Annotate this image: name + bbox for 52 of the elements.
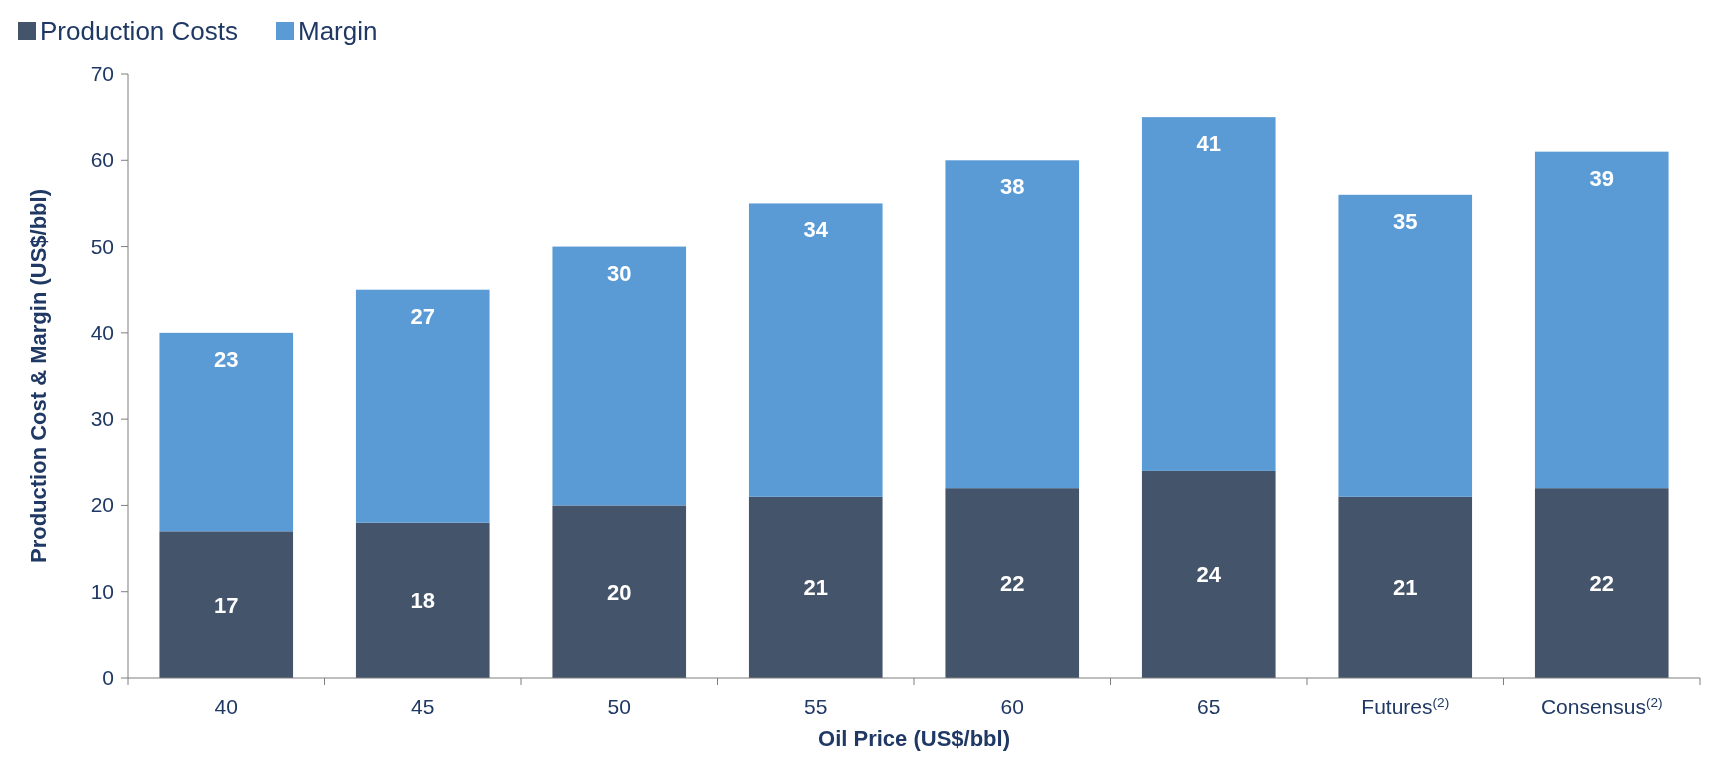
x-tick-label: 65 — [1197, 695, 1221, 718]
bar — [1338, 194, 1473, 497]
bar — [159, 531, 294, 678]
bar — [159, 332, 294, 532]
y-tick-label: 30 — [90, 407, 114, 431]
data-label: 30 — [607, 260, 632, 286]
data-label: 23 — [214, 346, 239, 372]
bar — [945, 160, 1080, 489]
data-label: 22 — [1589, 571, 1614, 597]
data-label: 22 — [1000, 571, 1025, 597]
y-tick-label: 50 — [90, 234, 114, 258]
data-label: 27 — [410, 303, 435, 329]
y-tick-label: 40 — [90, 320, 114, 344]
x-tick-label: 55 — [804, 695, 828, 718]
bar — [945, 488, 1080, 678]
x-axis-title: Oil Price (US$/bbl) — [818, 726, 1010, 751]
bar — [1534, 488, 1669, 678]
bar — [355, 289, 490, 523]
bar — [1141, 117, 1276, 471]
x-tick-label: 60 — [1000, 695, 1024, 718]
x-tick-label: 45 — [411, 695, 435, 718]
bar — [748, 496, 883, 678]
y-tick-label: 20 — [90, 493, 114, 517]
data-label: 38 — [1000, 174, 1025, 200]
y-tick-label: 70 — [90, 62, 114, 85]
bar — [748, 203, 883, 497]
legend-label: Production Costs — [40, 16, 238, 46]
bar — [1534, 151, 1669, 489]
data-label: 17 — [214, 592, 239, 618]
data-label: 34 — [803, 217, 829, 243]
data-label: 18 — [410, 588, 435, 614]
bar — [552, 246, 687, 506]
y-axis-title: Production Cost & Margin (US$/bbl) — [26, 189, 51, 563]
legend-label: Margin — [298, 16, 378, 46]
y-tick-label: 60 — [90, 148, 114, 172]
data-label: 20 — [607, 579, 632, 605]
data-label: 41 — [1196, 131, 1221, 157]
data-label: 24 — [1196, 562, 1222, 588]
bar — [1141, 470, 1276, 678]
bar — [1338, 496, 1473, 678]
y-tick-label: 10 — [90, 579, 114, 603]
data-label: 35 — [1393, 208, 1418, 234]
x-tick-label: 50 — [607, 695, 631, 718]
data-label: 21 — [803, 575, 828, 601]
bar — [552, 505, 687, 678]
x-tick-label: 40 — [214, 695, 238, 718]
data-label: 39 — [1589, 165, 1614, 191]
x-tick-label: Futures$^{(2)}$ — [1361, 694, 1450, 718]
y-tick-label: 0 — [102, 666, 114, 689]
x-tick-label: Consensus$^{(2)}$ — [1540, 694, 1663, 718]
data-label: 21 — [1393, 575, 1418, 601]
bar — [355, 522, 490, 678]
